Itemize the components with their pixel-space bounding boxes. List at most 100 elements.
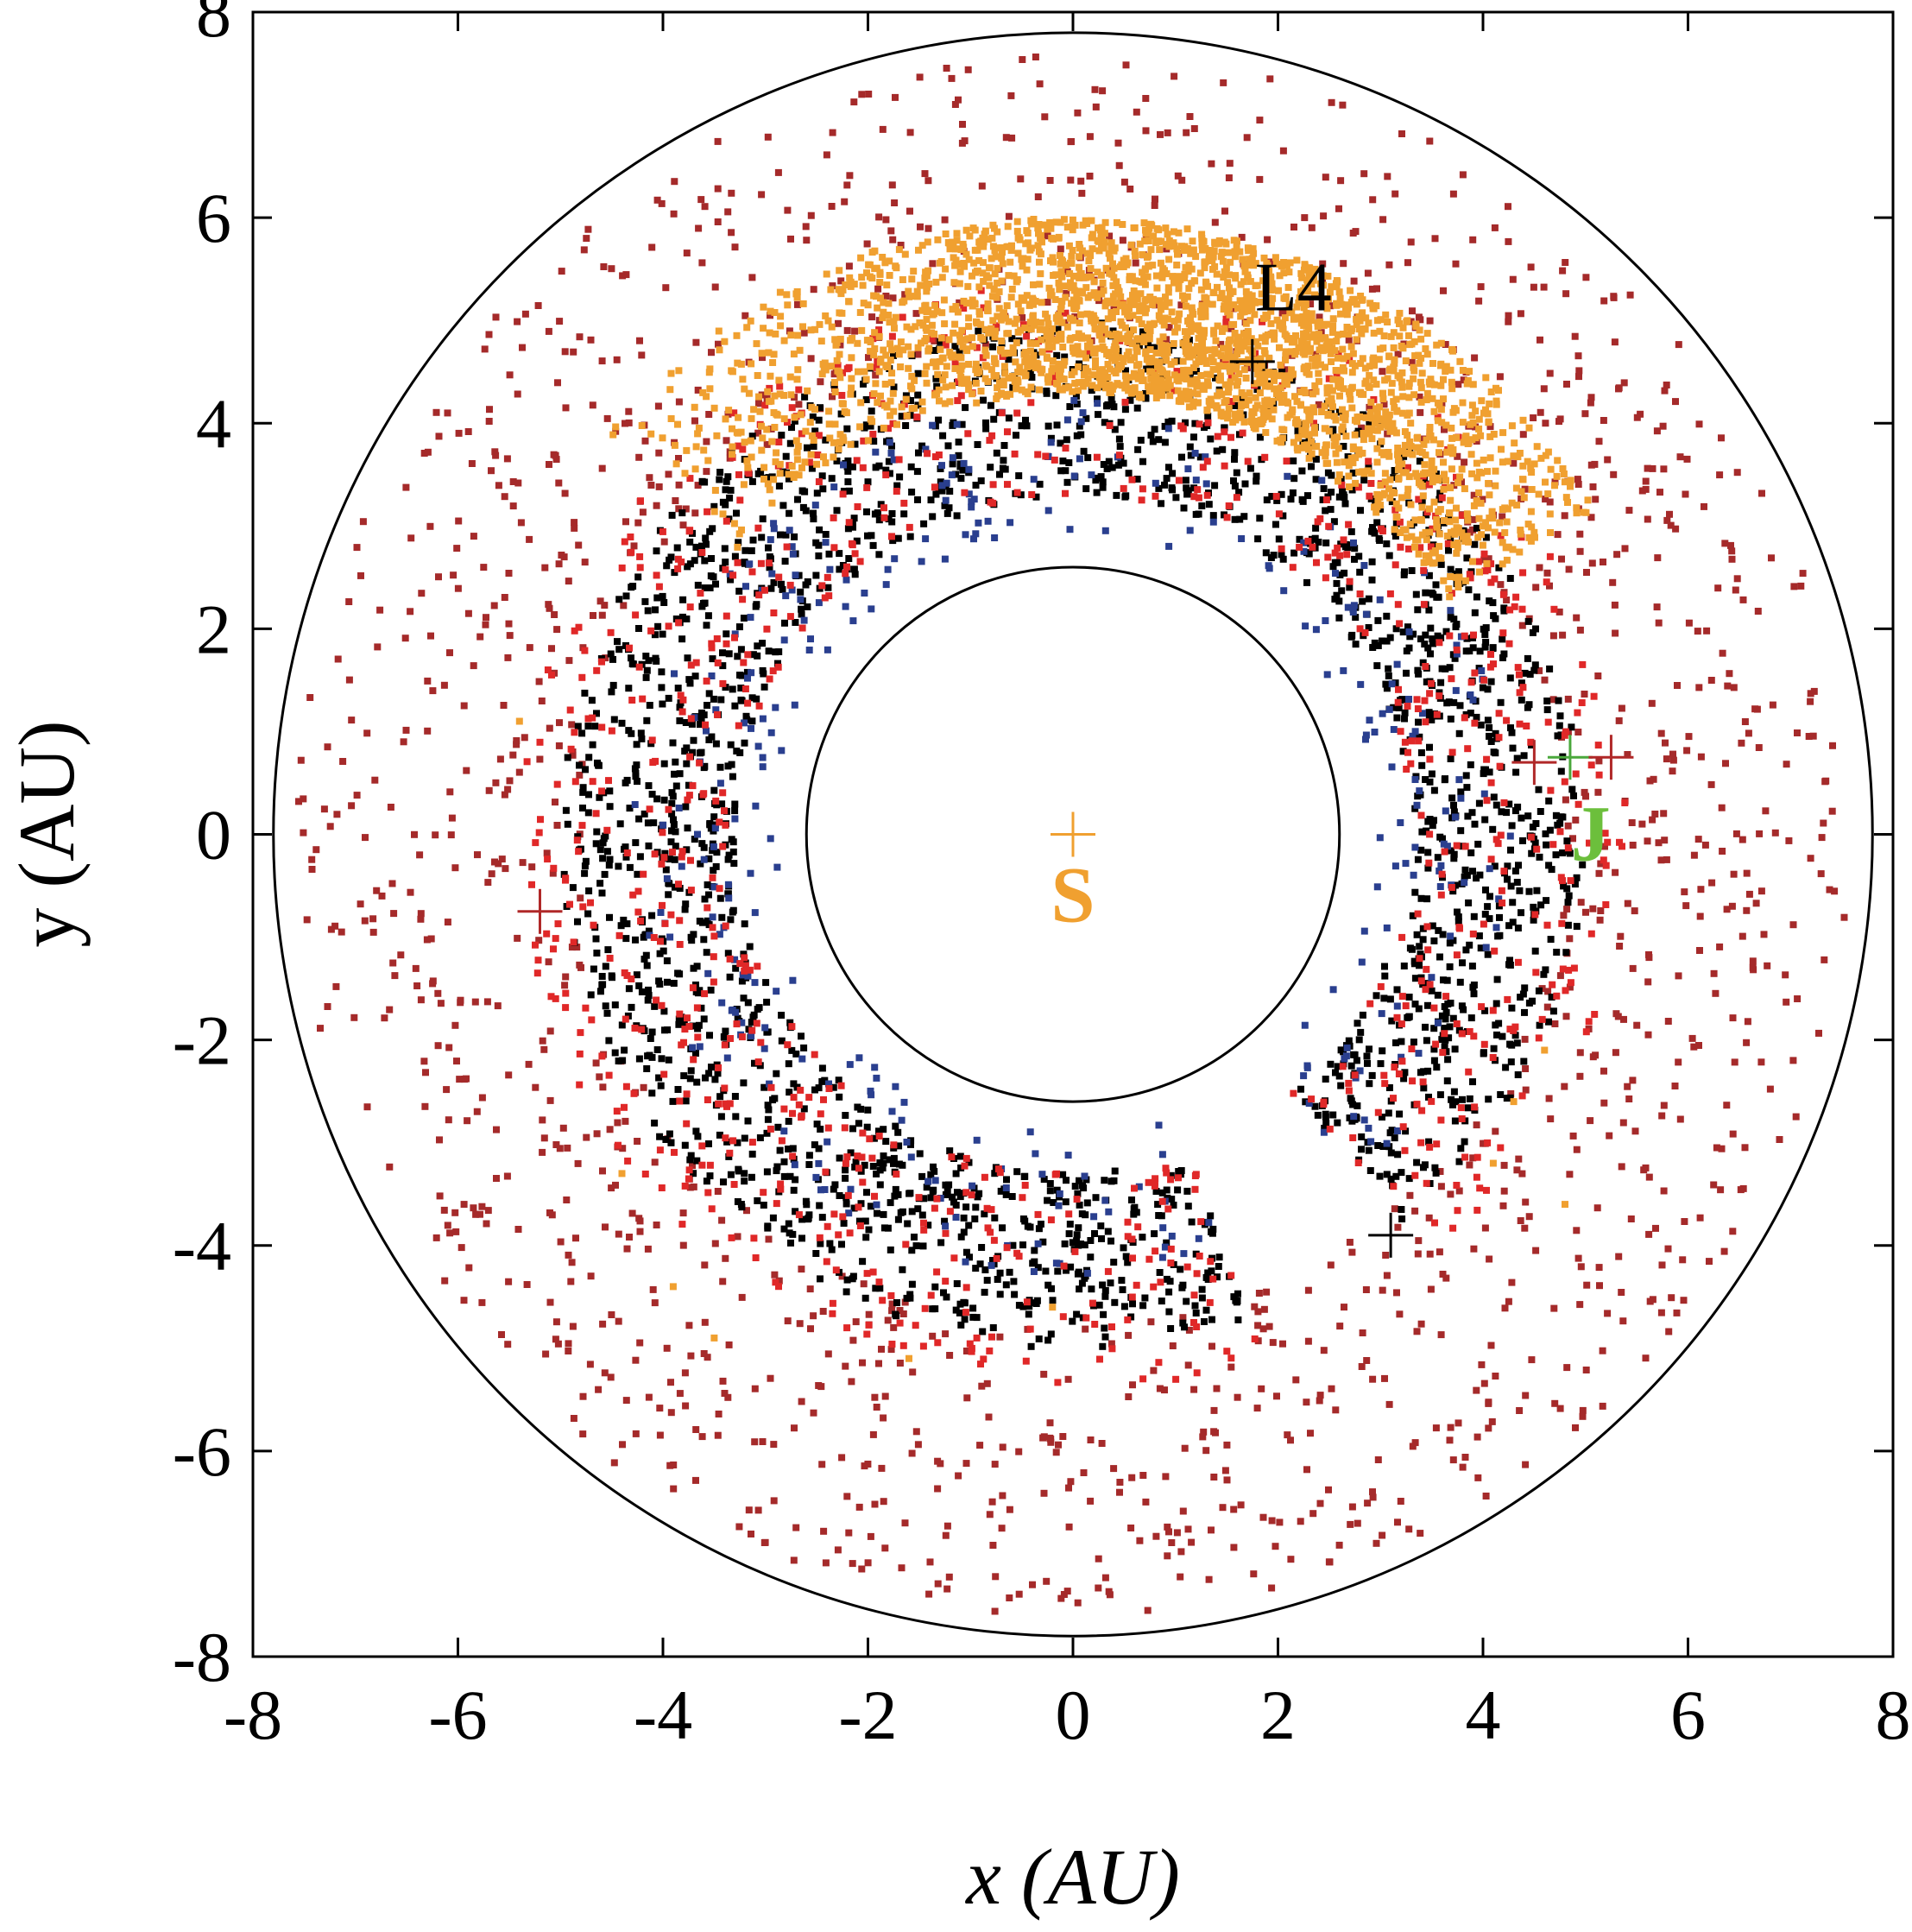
- data-point: [1507, 882, 1515, 890]
- data-point: [705, 1140, 712, 1147]
- data-point: [840, 461, 847, 469]
- data-point: [1644, 464, 1651, 472]
- data-point: [754, 1506, 762, 1514]
- data-point: [1311, 1102, 1319, 1110]
- data-point: [569, 884, 577, 892]
- data-point: [830, 1185, 837, 1193]
- data-point: [637, 497, 644, 505]
- data-point: [907, 463, 915, 470]
- data-point: [1420, 1084, 1428, 1092]
- data-point: [919, 1242, 927, 1250]
- data-point: [1335, 205, 1342, 212]
- data-point: [1495, 895, 1503, 903]
- data-point: [1524, 654, 1531, 662]
- data-point: [860, 380, 867, 388]
- data-point: [1675, 972, 1682, 980]
- data-point: [833, 507, 841, 515]
- data-point: [823, 1138, 831, 1146]
- data-point: [464, 609, 472, 617]
- data-point: [1134, 445, 1142, 453]
- data-point: [1519, 837, 1526, 844]
- data-point: [1417, 544, 1424, 552]
- data-point: [777, 1185, 785, 1193]
- data-point: [941, 502, 949, 509]
- data-point: [1454, 908, 1461, 916]
- data-point: [1190, 1291, 1198, 1299]
- data-point: [734, 1198, 741, 1205]
- data-point: [1258, 1385, 1265, 1392]
- data-point: [584, 225, 592, 233]
- data-point: [1685, 733, 1693, 741]
- data-point: [1373, 662, 1381, 670]
- data-point: [1427, 624, 1435, 632]
- data-point: [622, 853, 630, 861]
- data-point: [608, 688, 615, 696]
- data-point: [1284, 472, 1291, 480]
- data-point: [1424, 946, 1432, 954]
- data-point: [703, 622, 710, 629]
- data-point: [1664, 1245, 1672, 1253]
- data-point: [1453, 621, 1461, 628]
- data-point: [1499, 654, 1506, 661]
- data-point: [1425, 606, 1433, 614]
- data-point: [1660, 465, 1668, 473]
- data-point: [684, 824, 691, 832]
- data-point: [655, 583, 663, 590]
- data-point: [541, 564, 549, 571]
- data-point: [1610, 470, 1618, 478]
- data-point: [1322, 507, 1329, 515]
- data-point: [972, 1265, 980, 1272]
- data-point: [968, 503, 975, 511]
- data-point: [1210, 1428, 1218, 1436]
- data-point: [1604, 838, 1612, 846]
- data-point: [1380, 401, 1388, 408]
- data-point: [1506, 674, 1514, 682]
- data-point: [1362, 1286, 1370, 1293]
- data-point: [1304, 492, 1311, 500]
- data-point: [770, 1441, 778, 1449]
- data-point: [760, 1202, 767, 1209]
- data-point: [1506, 832, 1514, 840]
- data-point: [907, 1153, 915, 1161]
- data-point: [1516, 1407, 1524, 1414]
- data-point: [1547, 936, 1555, 944]
- data-point: [407, 608, 414, 616]
- data-point: [1828, 807, 1836, 815]
- data-point: [1590, 692, 1598, 700]
- data-point: [1559, 267, 1567, 275]
- data-point: [1573, 614, 1581, 622]
- data-point: [687, 1152, 695, 1159]
- data-point: [951, 101, 959, 108]
- data-point: [1046, 1180, 1054, 1187]
- data-point: [1595, 869, 1603, 877]
- data-point: [786, 327, 793, 335]
- data-point: [1505, 203, 1511, 211]
- data-point: [492, 779, 500, 786]
- data-point: [583, 1133, 590, 1141]
- data-point: [817, 1126, 824, 1133]
- data-point: [1152, 195, 1158, 203]
- data-point: [1557, 813, 1565, 821]
- data-point: [1411, 1439, 1419, 1447]
- data-point: [1420, 601, 1428, 609]
- data-point: [1071, 1247, 1079, 1255]
- data-point: [731, 630, 739, 638]
- data-point: [658, 1055, 666, 1063]
- data-point: [1073, 432, 1081, 439]
- data-point: [1530, 903, 1537, 911]
- data-point: [757, 1039, 765, 1046]
- data-point: [780, 1105, 788, 1113]
- data-point: [762, 979, 770, 987]
- data-point: [464, 1117, 471, 1125]
- data-point: [823, 573, 831, 581]
- data-point: [303, 916, 311, 924]
- data-point: [666, 386, 674, 394]
- data-point: [1207, 1212, 1215, 1220]
- data-point: [566, 900, 573, 908]
- data-point: [1357, 680, 1365, 688]
- data-point: [1120, 178, 1128, 186]
- data-point: [468, 460, 476, 467]
- data-point: [320, 805, 328, 813]
- data-point: [701, 895, 709, 903]
- data-point: [1606, 1132, 1613, 1140]
